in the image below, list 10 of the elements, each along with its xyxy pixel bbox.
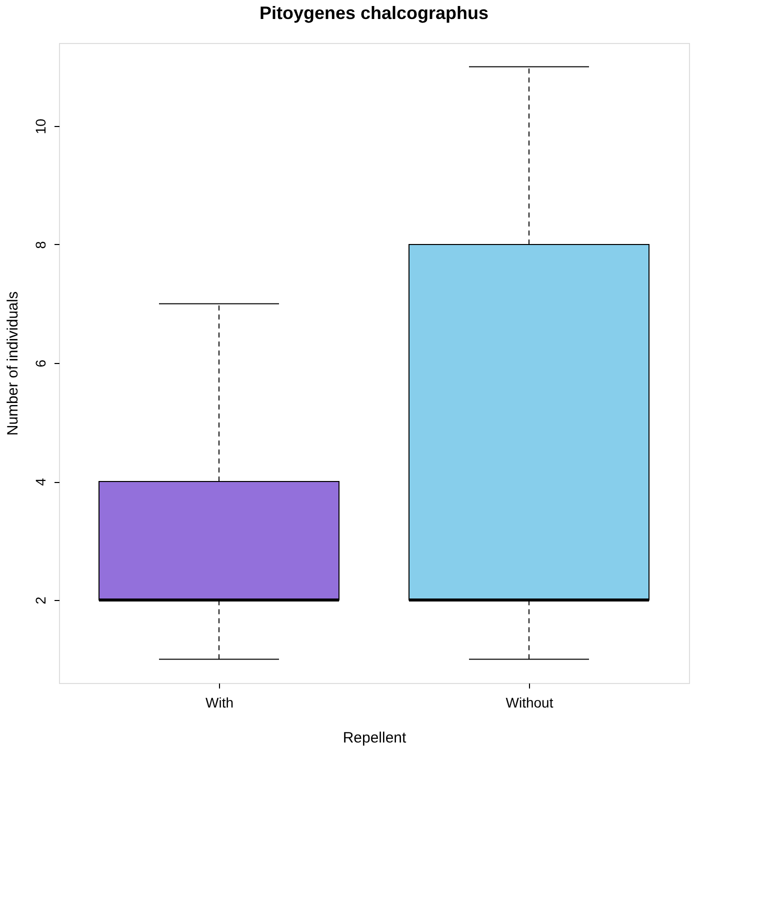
x-tick-label: With bbox=[206, 694, 234, 710]
chart-title: Pitoygenes chalcographus bbox=[259, 3, 489, 23]
y-tick-label: 2 bbox=[32, 596, 48, 604]
y-tick-label: 8 bbox=[32, 240, 48, 249]
y-tick-label: 10 bbox=[32, 118, 48, 134]
x-axis-title: Repellent bbox=[342, 730, 408, 746]
y-tick-label: 6 bbox=[32, 359, 48, 368]
y-axis-title: Number of individuals bbox=[4, 291, 22, 436]
x-tick-label: Without bbox=[506, 694, 554, 710]
y-tick-label: 4 bbox=[32, 478, 48, 486]
